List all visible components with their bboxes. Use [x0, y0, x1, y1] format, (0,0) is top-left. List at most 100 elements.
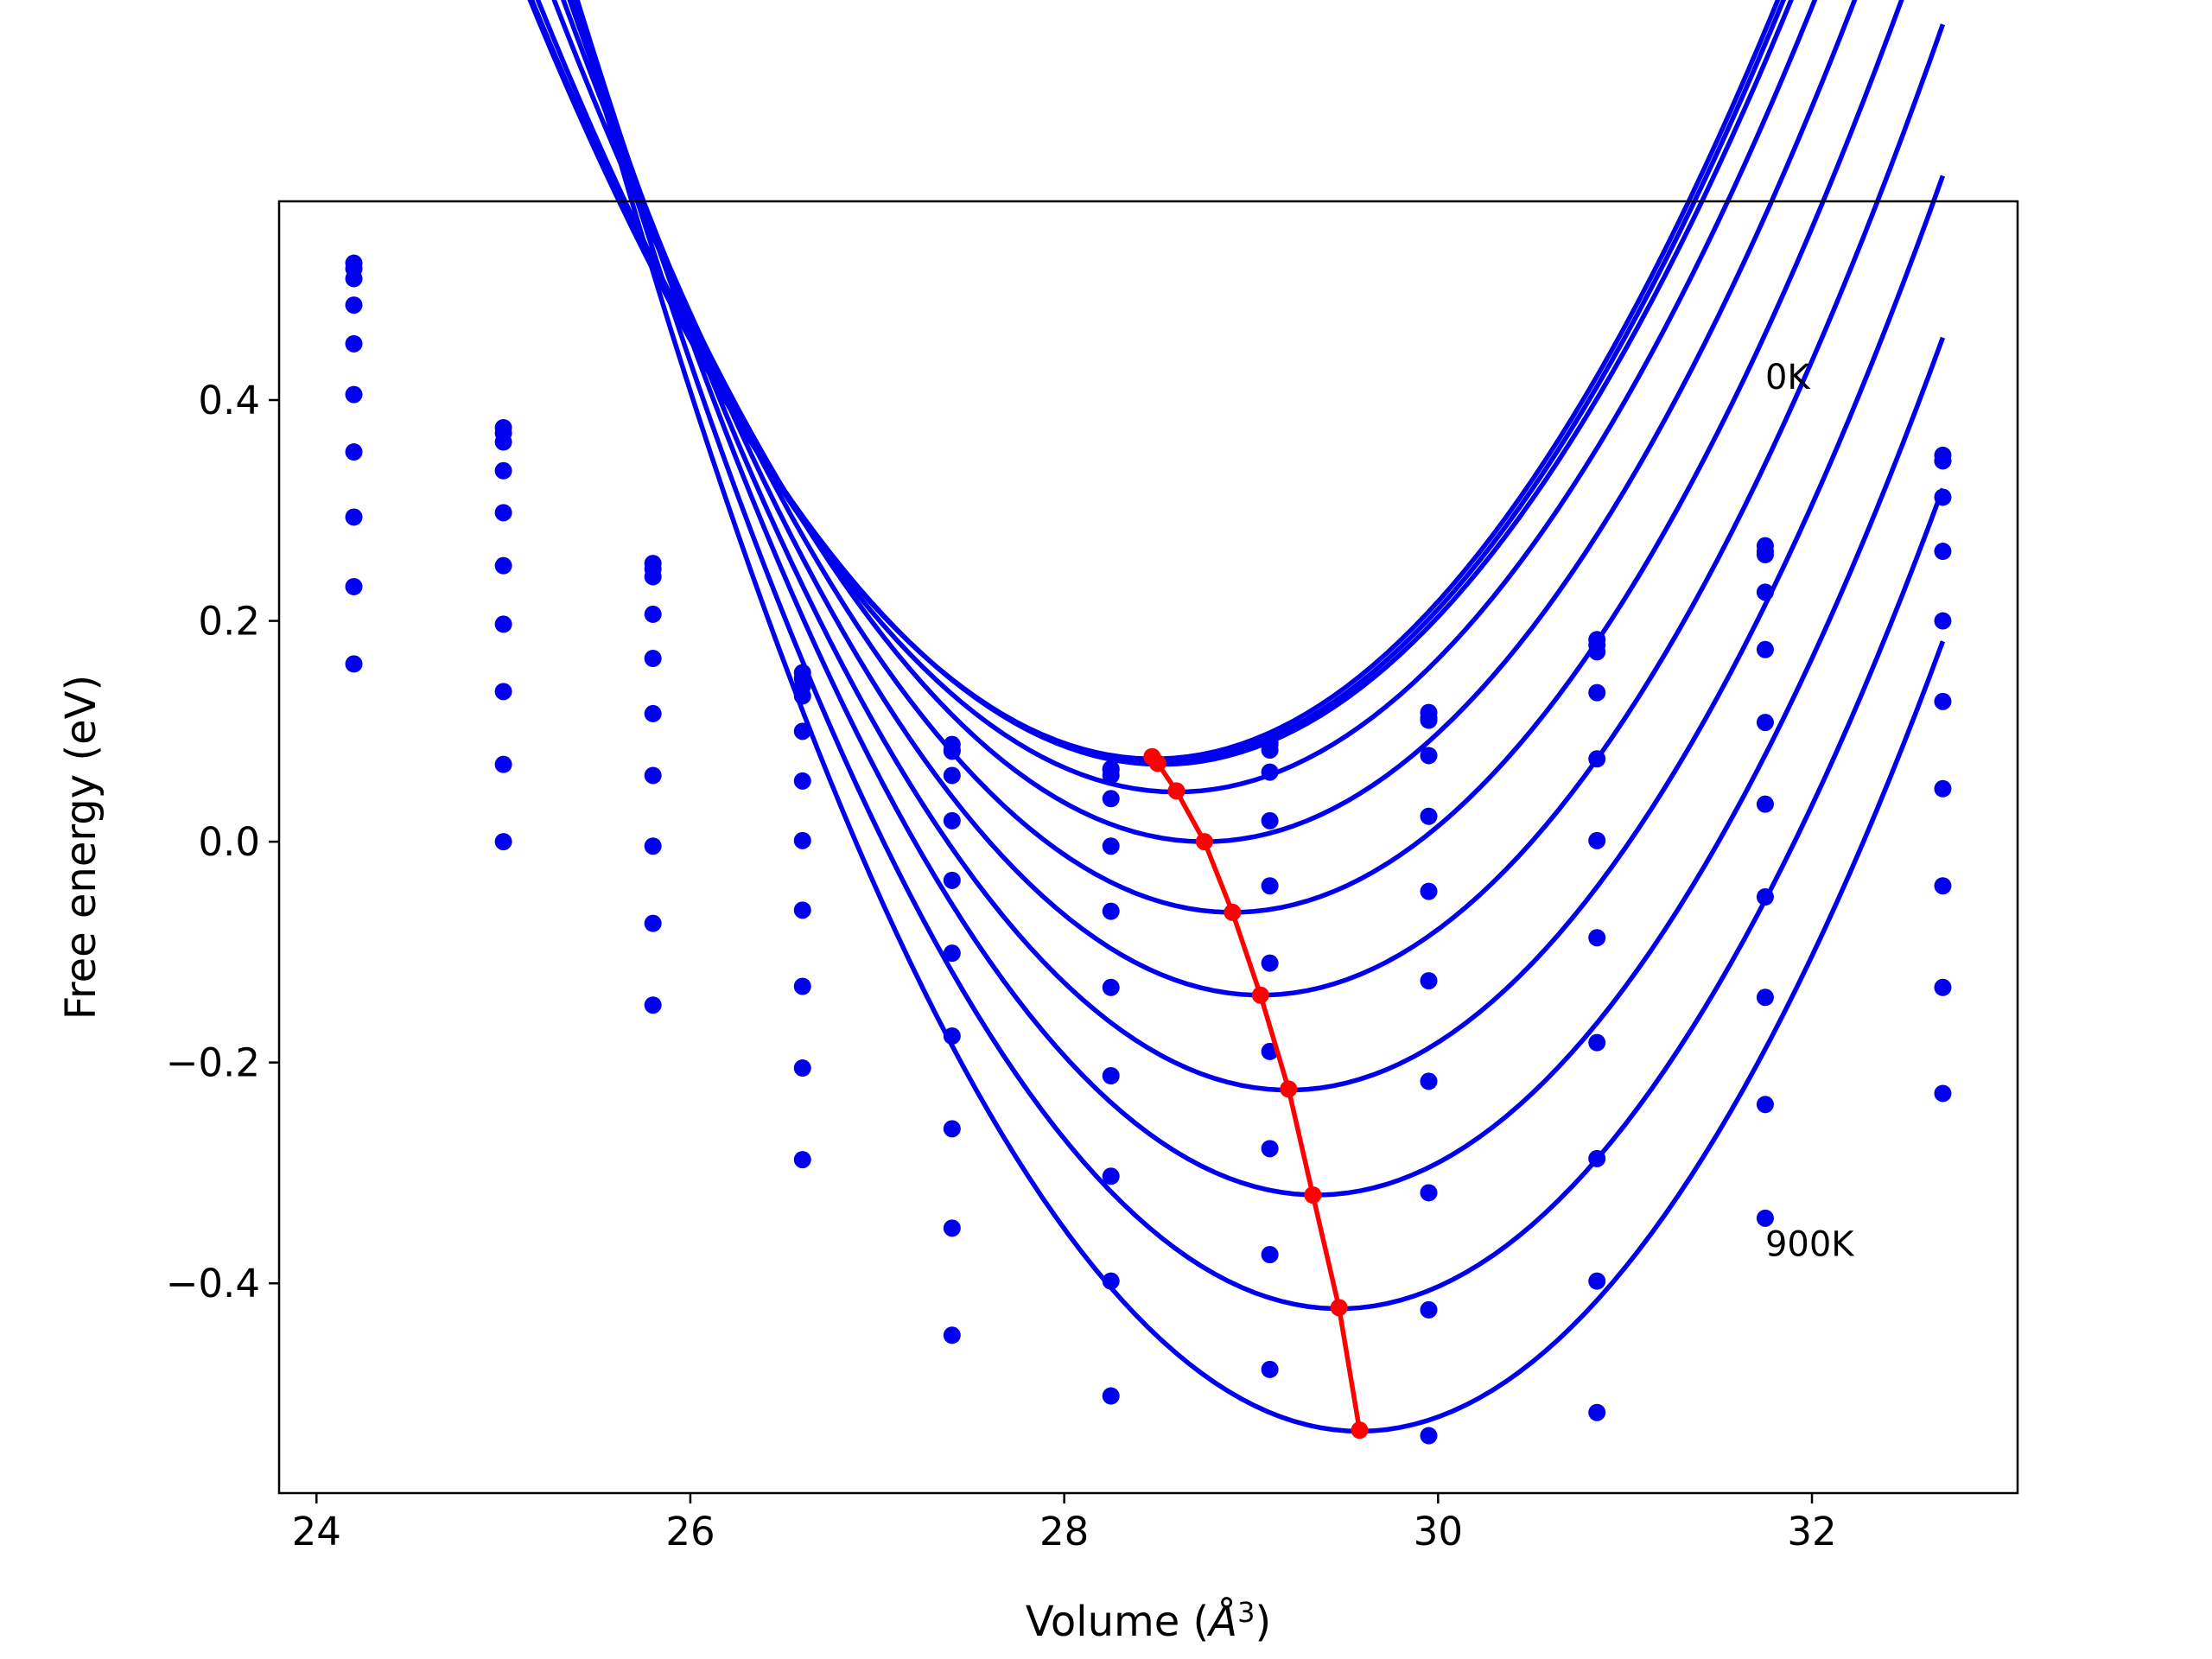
data-point	[1934, 779, 1952, 798]
data-point	[1261, 1140, 1279, 1158]
minimum-path-point	[1195, 833, 1213, 851]
data-point	[1756, 988, 1774, 1007]
data-point	[345, 270, 363, 288]
temperature-annotation: 0K	[1765, 358, 1811, 397]
data-point	[494, 556, 512, 575]
fit-curve-9	[575, 0, 1946, 1198]
data-point	[943, 1120, 961, 1138]
data-point	[1102, 1272, 1120, 1290]
data-point	[644, 650, 662, 667]
data-point	[345, 385, 363, 404]
data-point	[1934, 488, 1952, 506]
data-point	[943, 766, 961, 785]
x-tick-label: 28	[1039, 1509, 1089, 1554]
data-point	[1420, 711, 1438, 729]
y-tick-label: 0.2	[198, 599, 260, 645]
data-point	[345, 443, 363, 461]
data-point	[1420, 1300, 1438, 1319]
data-point	[943, 944, 961, 963]
data-point	[644, 914, 662, 932]
data-point	[1420, 1427, 1438, 1445]
minimum-path-point	[1280, 1080, 1298, 1098]
data-point	[1588, 1149, 1606, 1167]
data-point	[644, 766, 662, 785]
data-point	[1756, 583, 1774, 601]
data-point	[1102, 978, 1120, 996]
data-point	[1102, 837, 1120, 855]
data-point	[1934, 543, 1952, 561]
data-point	[793, 722, 811, 741]
minimum-path-line	[1150, 754, 1363, 1431]
data-point	[943, 1219, 961, 1237]
minimum-path-point	[1167, 782, 1185, 800]
data-point	[793, 901, 811, 919]
data-point	[943, 811, 961, 830]
data-point	[1756, 714, 1774, 732]
data-point	[644, 704, 662, 722]
data-point	[1934, 1084, 1952, 1103]
data-point	[793, 772, 811, 790]
data-point	[1756, 795, 1774, 813]
data-point	[345, 334, 363, 353]
data-point	[793, 1151, 811, 1169]
data-point	[345, 655, 363, 673]
data-point	[1420, 1072, 1438, 1090]
minimum-path-point	[1251, 986, 1269, 1004]
data-point	[1588, 750, 1606, 768]
axes-frame	[277, 200, 2019, 1495]
data-point	[644, 605, 662, 623]
minimum-path-point	[1224, 903, 1242, 921]
data-point	[345, 508, 363, 526]
data-point	[644, 837, 662, 855]
data-point	[1261, 763, 1279, 781]
x-axis-label-close: )	[1255, 1598, 1271, 1646]
data-point	[1420, 747, 1438, 765]
data-point	[1588, 1403, 1606, 1421]
data-point	[345, 296, 363, 315]
data-point	[1588, 643, 1606, 661]
x-tick-label: 32	[1787, 1509, 1836, 1554]
y-tick-label: 0.4	[198, 378, 260, 423]
data-point	[1934, 612, 1952, 630]
fit-curve-11	[572, 0, 1946, 1434]
fit-curve-4	[535, 0, 1818, 795]
data-point	[1588, 683, 1606, 702]
x-axis-label-symbol: Å	[1206, 1597, 1237, 1646]
data-point	[1102, 790, 1120, 808]
data-point	[793, 977, 811, 995]
data-point	[1102, 902, 1120, 920]
data-point	[345, 577, 363, 595]
data-point	[1261, 877, 1279, 895]
temperature-annotation: 900K	[1765, 1224, 1855, 1264]
x-tick-label: 26	[665, 1509, 715, 1554]
data-point	[494, 504, 512, 522]
minimum-path-point	[1148, 754, 1166, 772]
data-point	[1588, 1033, 1606, 1052]
x-axis-label: Volume (Å3)	[1026, 1596, 1271, 1646]
data-point	[494, 433, 512, 451]
minimum-path-point	[1351, 1421, 1369, 1440]
data-point	[1756, 1096, 1774, 1114]
data-point	[1420, 972, 1438, 990]
data-point	[1102, 1387, 1120, 1405]
x-tick-label: 30	[1414, 1509, 1463, 1554]
minimum-path-point	[1304, 1186, 1322, 1204]
data-point	[1756, 545, 1774, 563]
y-tick-label: 0.0	[198, 819, 260, 865]
data-point	[1934, 877, 1952, 895]
data-point	[1102, 1067, 1120, 1084]
minimum-path-point	[1330, 1299, 1348, 1317]
data-point	[1756, 640, 1774, 658]
data-point	[1261, 811, 1279, 830]
axis-ticks: 24 26 28 30 32 −0.4 −0.2 0.0 0.2 0.4	[166, 378, 1837, 1554]
data-point	[943, 742, 961, 760]
x-axis-label-exponent: 3	[1237, 1596, 1255, 1629]
data-point	[494, 755, 512, 773]
data-point	[1102, 1167, 1120, 1185]
data-point	[1756, 1209, 1774, 1227]
data-point	[1261, 734, 1279, 752]
data-point	[943, 1326, 961, 1344]
x-tick-label: 24	[292, 1509, 341, 1554]
